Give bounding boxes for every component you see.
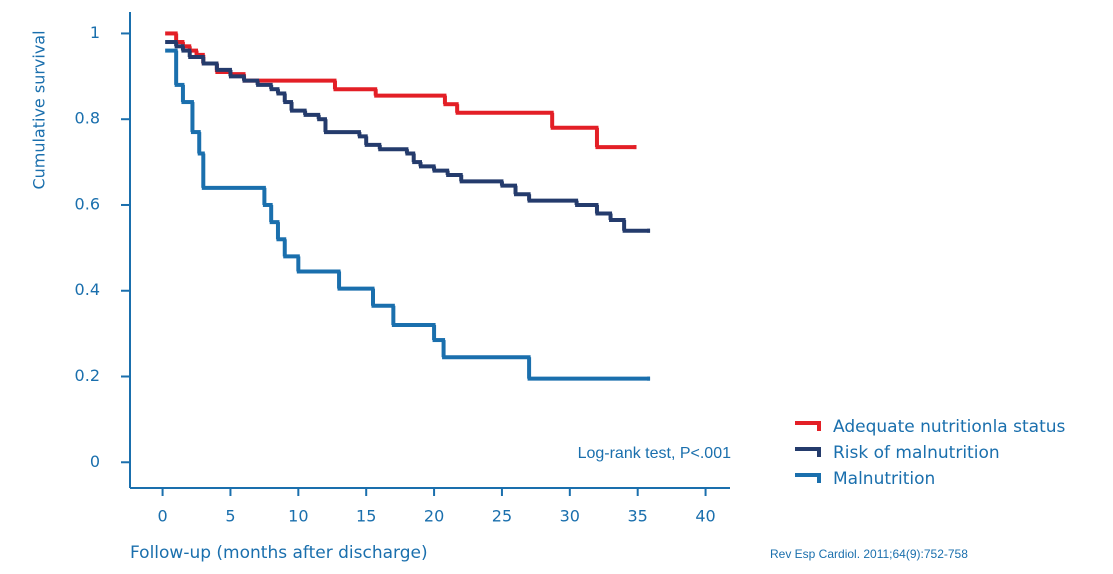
x-axis-label: Follow-up (months after discharge)	[130, 543, 428, 563]
legend-label: Risk of malnutrition	[833, 443, 1000, 463]
legend-label: Adequate nutritionla status	[833, 417, 1066, 437]
y-tick-label: 0.8	[75, 109, 100, 128]
x-tick-label: 30	[560, 507, 580, 526]
y-tick-label: 0	[90, 452, 100, 471]
x-tick-label: 15	[356, 507, 376, 526]
x-tick-label: 0	[157, 507, 167, 526]
legend-marker	[795, 447, 821, 457]
y-tick-label: 0.2	[75, 366, 100, 385]
x-tick-label: 40	[695, 507, 715, 526]
x-tick-label: 10	[288, 507, 308, 526]
legend-marker	[795, 473, 821, 483]
source: Rev Esp Cardiol. 2011;64(9):752-758	[770, 547, 968, 561]
x-tick-label: 35	[628, 507, 648, 526]
legend-label: Malnutrition	[833, 469, 935, 489]
x-tick-label: 25	[492, 507, 512, 526]
y-tick-label: 0.6	[75, 194, 100, 213]
y-tick-label: 0.4	[75, 280, 100, 299]
legend-marker	[795, 421, 821, 431]
y-axis-label: Cumulative survival	[30, 30, 49, 189]
y-tick-label: 1	[90, 23, 100, 42]
x-tick-label: 20	[424, 507, 444, 526]
x-tick-label: 5	[225, 507, 235, 526]
annotation: Log-rank test, P<.001	[578, 445, 732, 462]
